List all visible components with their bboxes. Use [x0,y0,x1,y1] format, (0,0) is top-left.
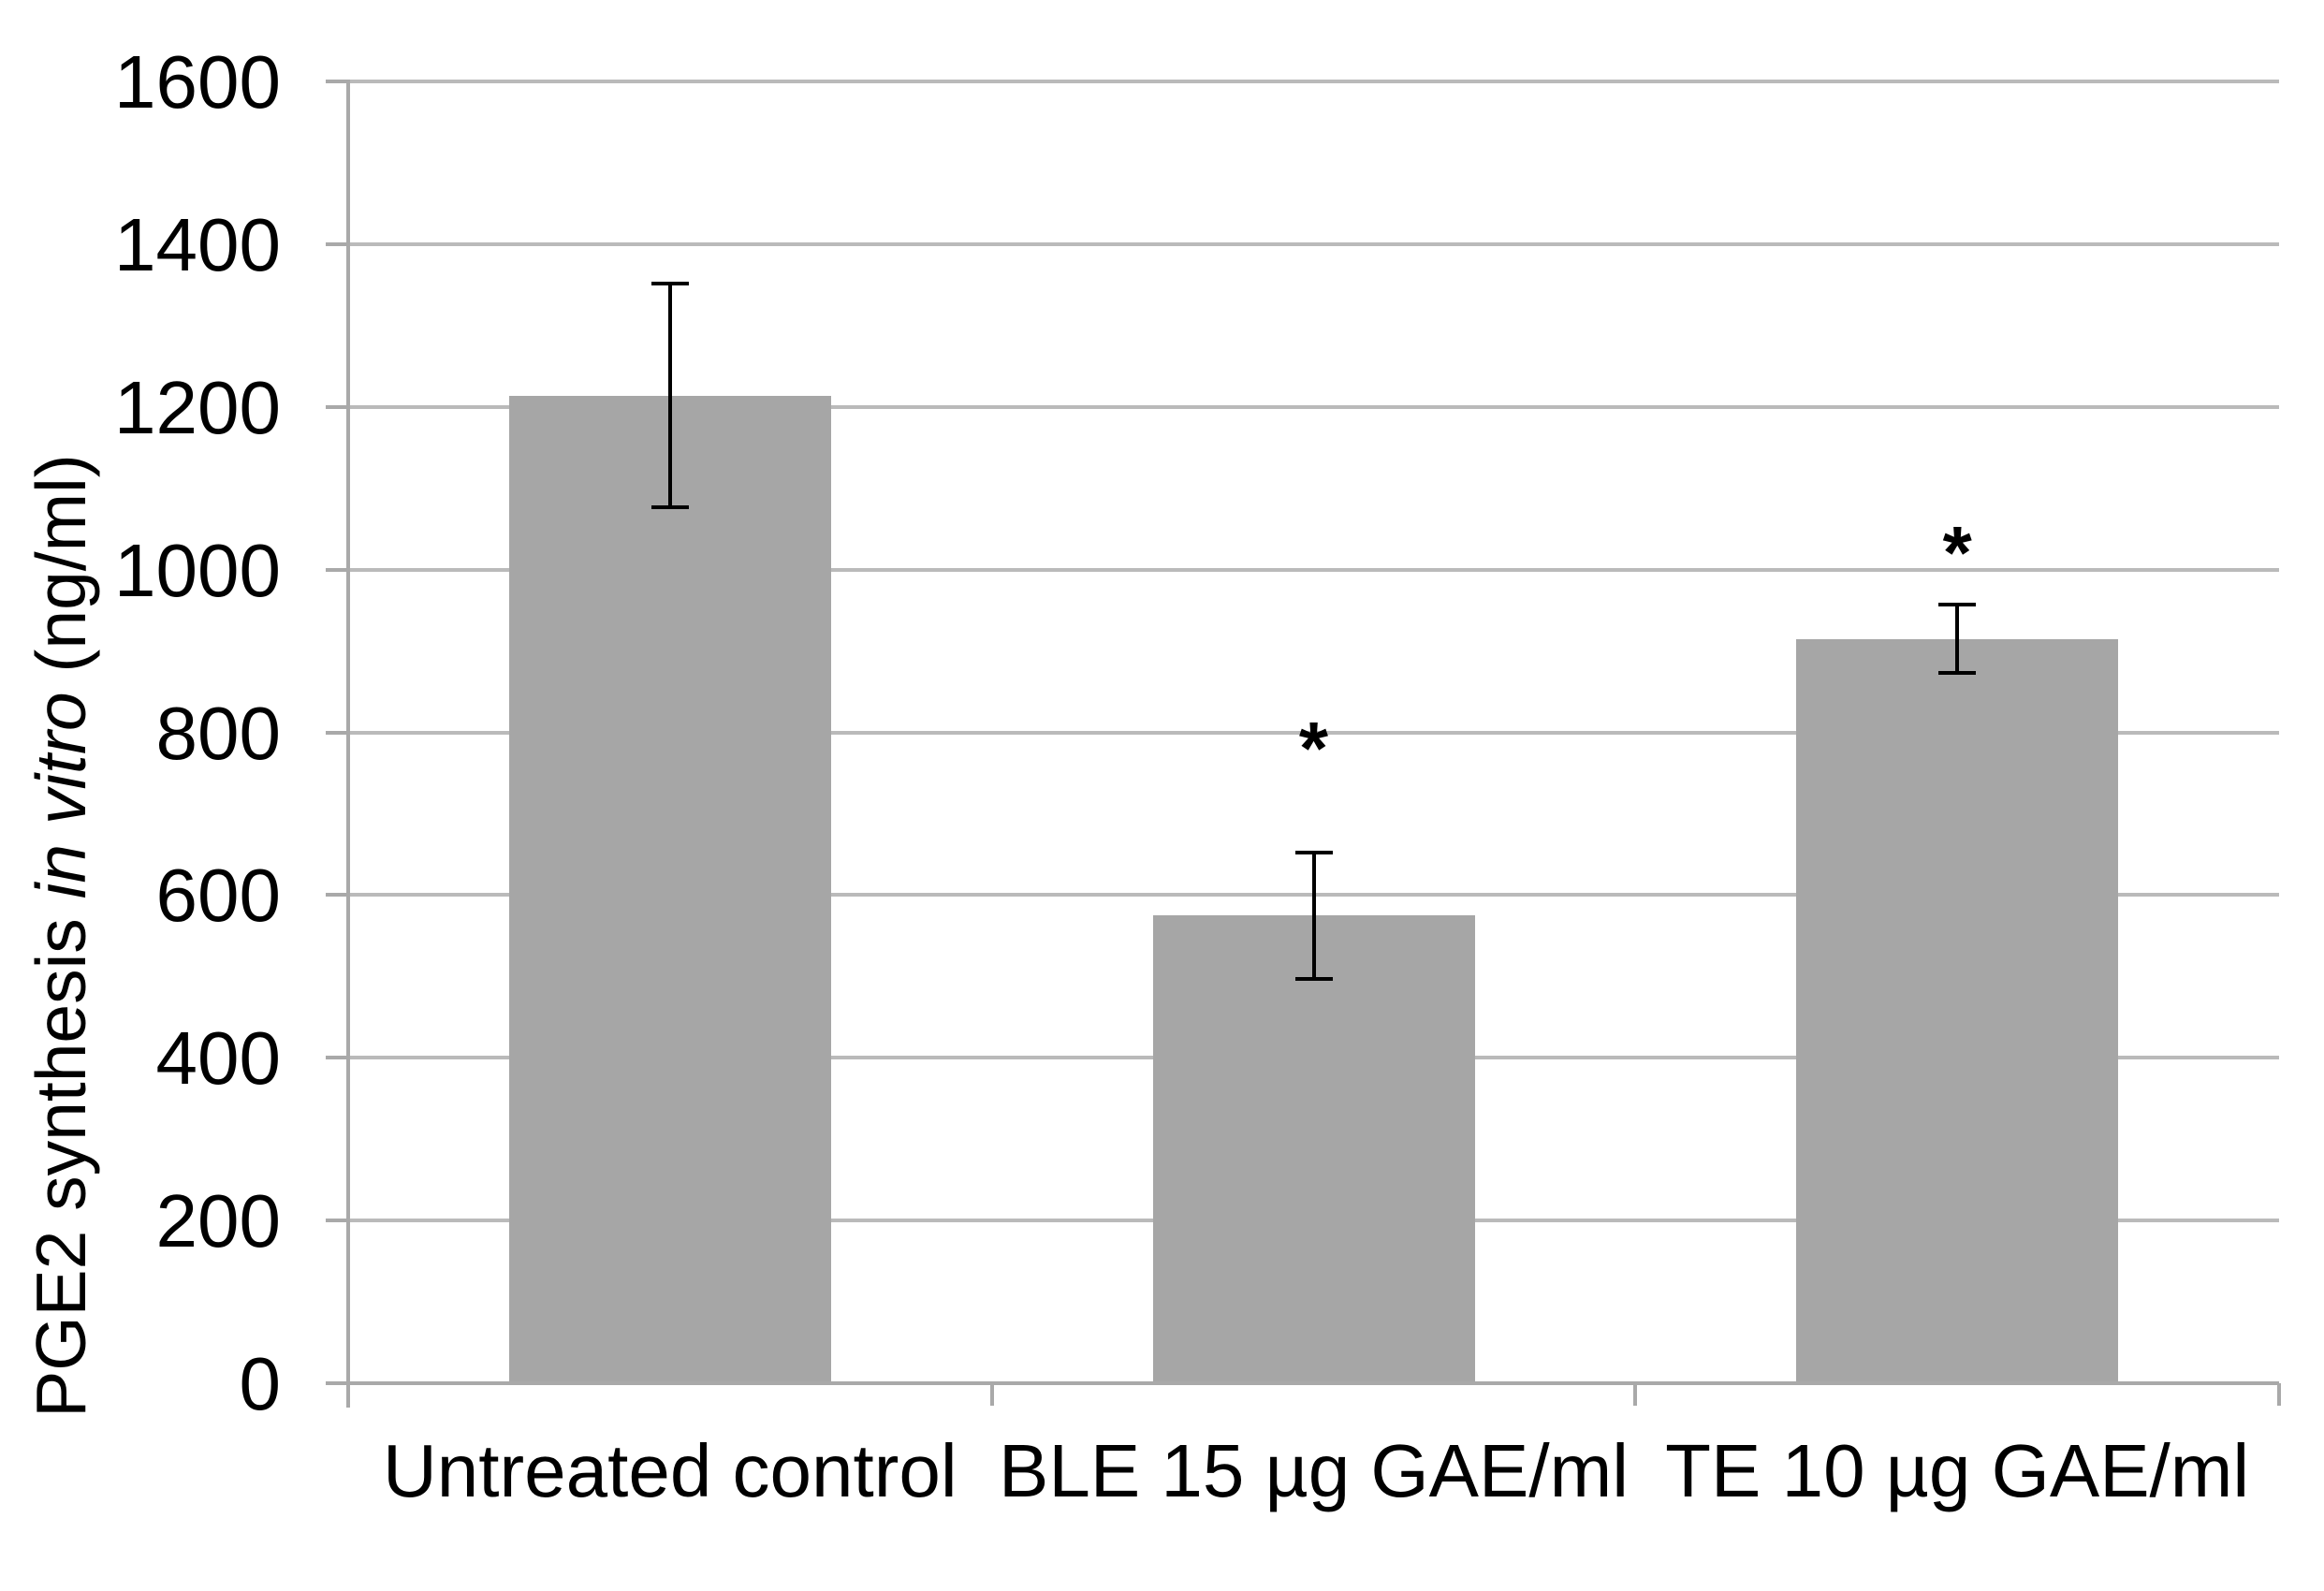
x-tick-mark [2277,1383,2281,1406]
gridline [348,404,2279,409]
gridline [348,241,2279,246]
y-tick-label: 1000 [114,528,281,612]
error-bar [1311,853,1316,979]
error-bar [667,284,672,507]
y-tick-label: 800 [155,691,281,775]
error-bar-cap-top [1938,603,1977,606]
x-tick-mark [989,1383,994,1406]
y-tick-mark [326,730,348,735]
y-tick-mark [326,241,348,246]
x-category-label: BLE 15 µg GAE/ml [998,1429,1630,1512]
y-tick-mark [326,1056,348,1060]
y-tick-label: 200 [155,1179,281,1263]
gridline [348,730,2279,735]
y-tick-label: 1600 [114,40,281,124]
y-axis-line [346,80,350,1408]
x-axis-line [326,1381,2279,1385]
y-tick-mark [326,567,348,572]
error-bar-cap-bottom [1294,976,1333,981]
error-bar-cap-top [1294,851,1333,855]
y-tick-mark [326,404,348,409]
y-tick-label: 1200 [114,365,281,449]
bar-te-10-g-gae-ml [1796,638,2119,1383]
significance-marker: * [1298,706,1329,790]
bar-ble-15-g-gae-ml [1152,915,1475,1383]
error-bar-cap-bottom [1938,671,1977,676]
y-tick-mark [326,1219,348,1223]
x-tick-mark [1633,1383,1638,1406]
error-bar [1955,605,1960,674]
y-tick-label: 400 [155,1016,281,1101]
gridline [348,80,2279,83]
y-tick-label: 1400 [114,202,281,286]
y-tick-label: 0 [239,1342,282,1425]
error-bar-cap-bottom [650,504,689,509]
error-bar-cap-top [650,282,689,286]
y-tick-mark [326,80,348,83]
bar-untreated-control [508,396,831,1383]
significance-marker: * [1942,511,1972,595]
y-tick-label: 600 [155,854,281,938]
gridline [348,567,2279,572]
y-tick-mark [326,893,348,898]
x-category-label: TE 10 µg GAE/ml [1665,1429,2250,1512]
x-category-label: Untreated control [382,1429,957,1512]
